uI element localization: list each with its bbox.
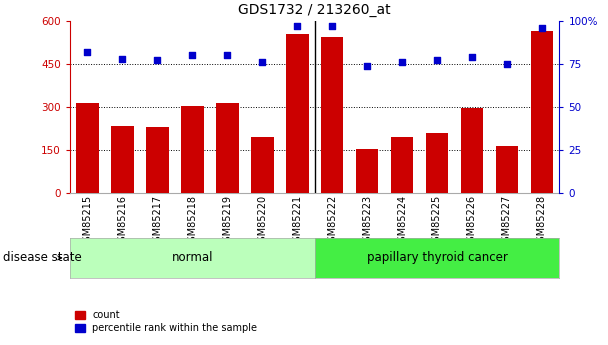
Text: disease state: disease state xyxy=(3,252,82,264)
Bar xyxy=(496,146,518,193)
Bar xyxy=(286,34,308,193)
Point xyxy=(327,23,337,29)
Bar xyxy=(76,103,98,193)
Point xyxy=(257,59,267,65)
Point xyxy=(537,25,547,30)
Bar xyxy=(426,133,448,193)
Point xyxy=(153,58,162,63)
Bar xyxy=(356,149,378,193)
Bar xyxy=(146,127,168,193)
Point xyxy=(223,52,232,58)
Point xyxy=(83,49,92,55)
Bar xyxy=(181,106,204,193)
Point xyxy=(502,61,512,67)
Bar xyxy=(216,103,238,193)
Point xyxy=(187,52,197,58)
Point xyxy=(292,23,302,29)
Point xyxy=(397,59,407,65)
Bar xyxy=(531,31,553,193)
Title: GDS1732 / 213260_at: GDS1732 / 213260_at xyxy=(238,3,391,17)
Bar xyxy=(251,137,274,193)
Point xyxy=(117,56,127,61)
Point xyxy=(362,63,372,68)
Bar xyxy=(321,37,344,193)
Bar xyxy=(391,137,413,193)
Bar xyxy=(461,108,483,193)
Bar xyxy=(111,126,134,193)
Point xyxy=(467,54,477,60)
Text: papillary thyroid cancer: papillary thyroid cancer xyxy=(367,252,508,264)
Text: normal: normal xyxy=(171,252,213,264)
Legend: count, percentile rank within the sample: count, percentile rank within the sample xyxy=(75,310,257,333)
Point xyxy=(432,58,442,63)
